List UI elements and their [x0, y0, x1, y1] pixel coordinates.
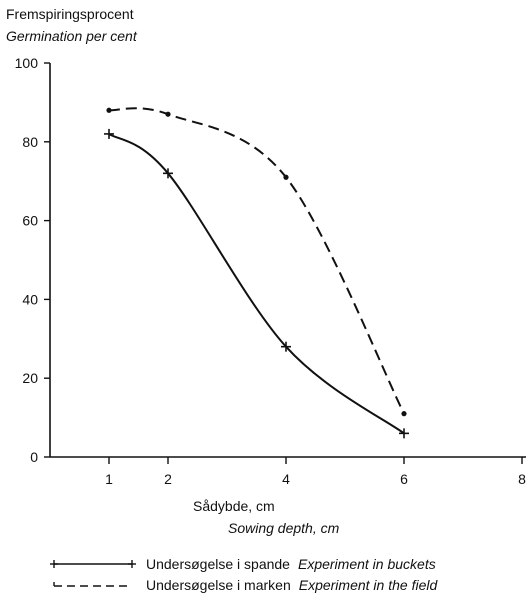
- ticks: 0 20 40 60 80 100 1 2 4 6 8: [15, 55, 526, 487]
- legend-swatch-dashed: [53, 582, 132, 587]
- series-markers: [104, 107, 409, 439]
- x-tick-label-1: 1: [105, 471, 113, 487]
- legend-label-field-english: Experiment in the field: [298, 577, 438, 593]
- marker-dot-1-2: [283, 174, 289, 180]
- y-tick-label-40: 40: [22, 291, 38, 307]
- marker-dot-1-0: [106, 107, 112, 113]
- x-axis-title: Sådybde, cm: [193, 498, 275, 514]
- marker-plus-0-1: [163, 168, 173, 179]
- axes: [49, 63, 526, 458]
- y-tick-label-100: 100: [15, 55, 39, 71]
- marker-plus-0-2: [281, 341, 291, 352]
- y-tick-label-60: 60: [22, 213, 38, 229]
- marker-plus-0-3: [399, 428, 409, 439]
- legend-swatch-solid: [50, 560, 136, 568]
- legend-item-buckets: Undersøgelse i spande Experiment in buck…: [50, 556, 436, 572]
- series-line-0: [108, 133, 405, 435]
- x-tick-label-4: 4: [282, 471, 290, 487]
- legend-item-field: Undersøgelse i marken Experiment in the …: [50, 577, 437, 593]
- legend-label-buckets-english: Experiment in buckets: [297, 556, 436, 572]
- series-line-1: [108, 107, 405, 415]
- y-axis-title: Fremspiringsprocent: [6, 6, 134, 22]
- y-tick-label-80: 80: [22, 134, 38, 150]
- y-tick-label-0: 0: [30, 449, 38, 465]
- y-axis-title-english: Germination per cent: [6, 28, 137, 44]
- series-lines: [108, 107, 405, 435]
- legend-label-buckets: Undersøgelse i spande: [146, 556, 290, 572]
- marker-dot-1-1: [165, 111, 171, 117]
- marker-plus-0-0: [104, 128, 114, 139]
- x-tick-label-8: 8: [518, 471, 526, 487]
- x-tick-label-6: 6: [400, 471, 408, 487]
- y-tick-label-20: 20: [22, 370, 38, 386]
- marker-dot-1-3: [401, 411, 407, 417]
- x-axis-title-english: Sowing depth, cm: [228, 520, 340, 536]
- x-tick-label-2: 2: [164, 471, 172, 487]
- legend-label-field: Undersøgelse i marken: [146, 577, 291, 593]
